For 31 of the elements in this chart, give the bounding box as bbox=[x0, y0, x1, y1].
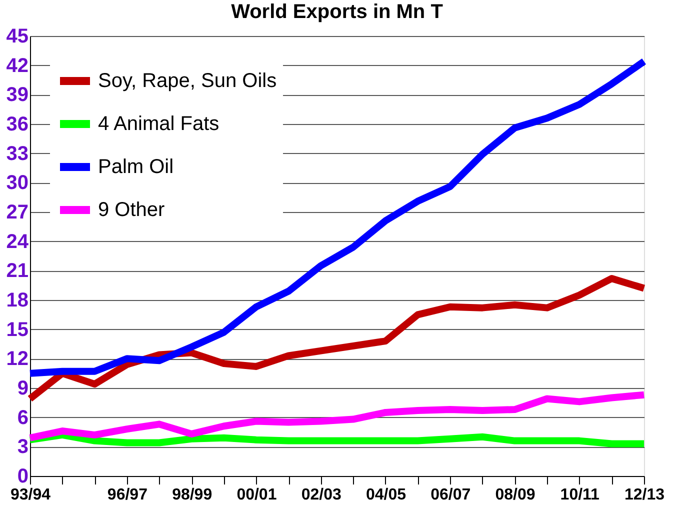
x-tick-label: 96/97 bbox=[107, 486, 148, 504]
x-tick-label: 06/07 bbox=[430, 486, 471, 504]
y-tick-label: 21 bbox=[6, 260, 28, 282]
y-tick-label: 33 bbox=[6, 142, 28, 165]
x-tick-label: 02/03 bbox=[301, 486, 342, 504]
x-tick-label: 93/94 bbox=[10, 486, 51, 504]
legend-label: Palm Oil bbox=[98, 156, 174, 178]
x-tick-label: 00/01 bbox=[236, 486, 277, 504]
y-tick-label: 27 bbox=[6, 202, 28, 224]
y-tick-label: 45 bbox=[6, 26, 28, 48]
y-tick-label: 15 bbox=[6, 318, 28, 341]
legend-label: Soy, Rape, Sun Oils bbox=[98, 70, 277, 92]
y-tick-label: 42 bbox=[6, 54, 28, 77]
y-tick-label: 12 bbox=[6, 348, 28, 370]
y-tick-label: 6 bbox=[17, 406, 28, 429]
y-tick-label: 0 bbox=[17, 466, 28, 488]
x-tick-label: 12/13 bbox=[624, 486, 665, 504]
y-tick-label: 39 bbox=[6, 84, 28, 106]
legend-label: 4 Animal Fats bbox=[98, 113, 220, 135]
y-tick-label: 3 bbox=[17, 436, 28, 458]
y-tick-label: 36 bbox=[6, 114, 28, 136]
x-tick-label: 04/05 bbox=[366, 486, 406, 504]
y-tick-label: 24 bbox=[6, 230, 30, 253]
chart-title: World Exports in Mn T bbox=[231, 1, 443, 23]
x-tick-label: 10/11 bbox=[560, 486, 600, 504]
y-tick-label: 9 bbox=[17, 378, 28, 400]
x-tick-label: 98/99 bbox=[172, 486, 212, 504]
y-tick-label: 18 bbox=[6, 290, 28, 312]
x-tick-label: 08/09 bbox=[495, 486, 536, 504]
y-tick-label: 30 bbox=[6, 172, 28, 194]
legend-label: 9 Other bbox=[98, 199, 166, 221]
